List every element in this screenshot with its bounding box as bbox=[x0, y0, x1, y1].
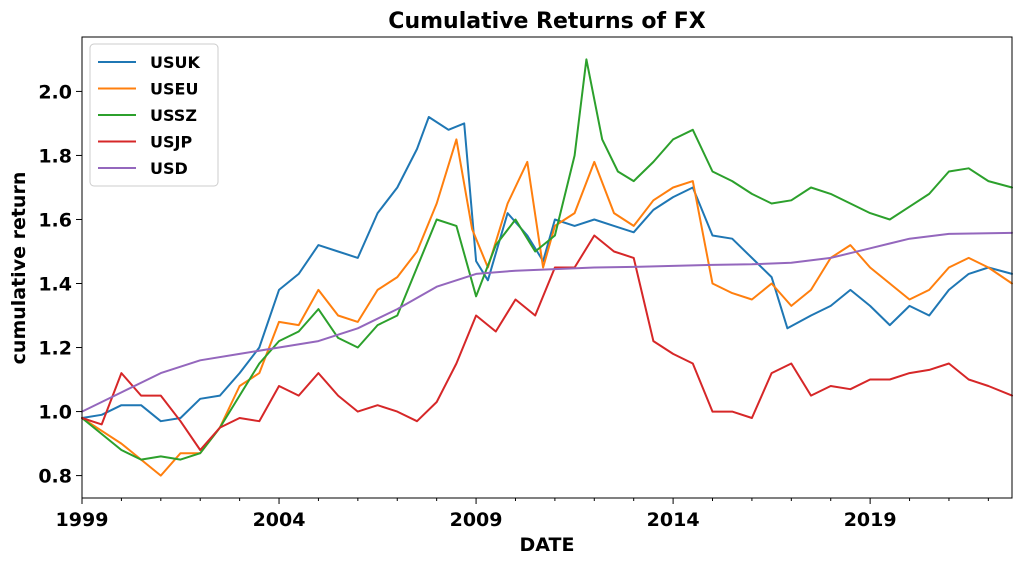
series-line-usjp bbox=[81, 234, 1013, 451]
series-layer bbox=[81, 58, 1013, 477]
y-tick-label: 1.0 bbox=[38, 402, 72, 424]
x-axis: 1999 2004 2009 2014 2019 bbox=[56, 498, 989, 531]
series-line-ussz bbox=[81, 58, 1013, 461]
x-tick-label: 2004 bbox=[253, 509, 306, 531]
legend-label-usjp: USJP bbox=[150, 133, 192, 152]
series-line-usuk bbox=[81, 116, 1013, 423]
legend: USUK USEU USSZ USJP USD bbox=[89, 43, 219, 187]
x-axis-label: DATE bbox=[520, 534, 575, 556]
x-tick-label: 2009 bbox=[450, 509, 503, 531]
x-tick-label: 1999 bbox=[56, 509, 109, 531]
y-axis: 0.8 1.0 1.2 1.4 1.6 1.8 2.0 bbox=[38, 81, 82, 488]
y-tick-label: 1.6 bbox=[38, 209, 72, 231]
y-axis-label: cumulative return bbox=[8, 172, 30, 365]
y-tick-label: 1.4 bbox=[38, 274, 72, 296]
y-tick-label: 2.0 bbox=[38, 81, 72, 103]
legend-label-useu: USEU bbox=[150, 80, 198, 99]
plot-frame bbox=[81, 36, 1013, 499]
y-tick-label: 1.8 bbox=[38, 145, 72, 167]
legend-label-ussz: USSZ bbox=[150, 106, 197, 125]
legend-label-usd: USD bbox=[150, 159, 188, 178]
x-tick-label: 2014 bbox=[647, 509, 700, 531]
y-tick-label: 1.2 bbox=[38, 338, 72, 360]
y-tick-label: 0.8 bbox=[38, 466, 72, 488]
legend-label-usuk: USUK bbox=[150, 53, 201, 72]
series-line-useu bbox=[81, 138, 1013, 477]
legend-box bbox=[89, 43, 219, 187]
series-line-usd bbox=[81, 231, 1013, 413]
chart-title: Cumulative Returns of FX bbox=[388, 9, 705, 34]
x-tick-label: 2019 bbox=[844, 509, 897, 531]
